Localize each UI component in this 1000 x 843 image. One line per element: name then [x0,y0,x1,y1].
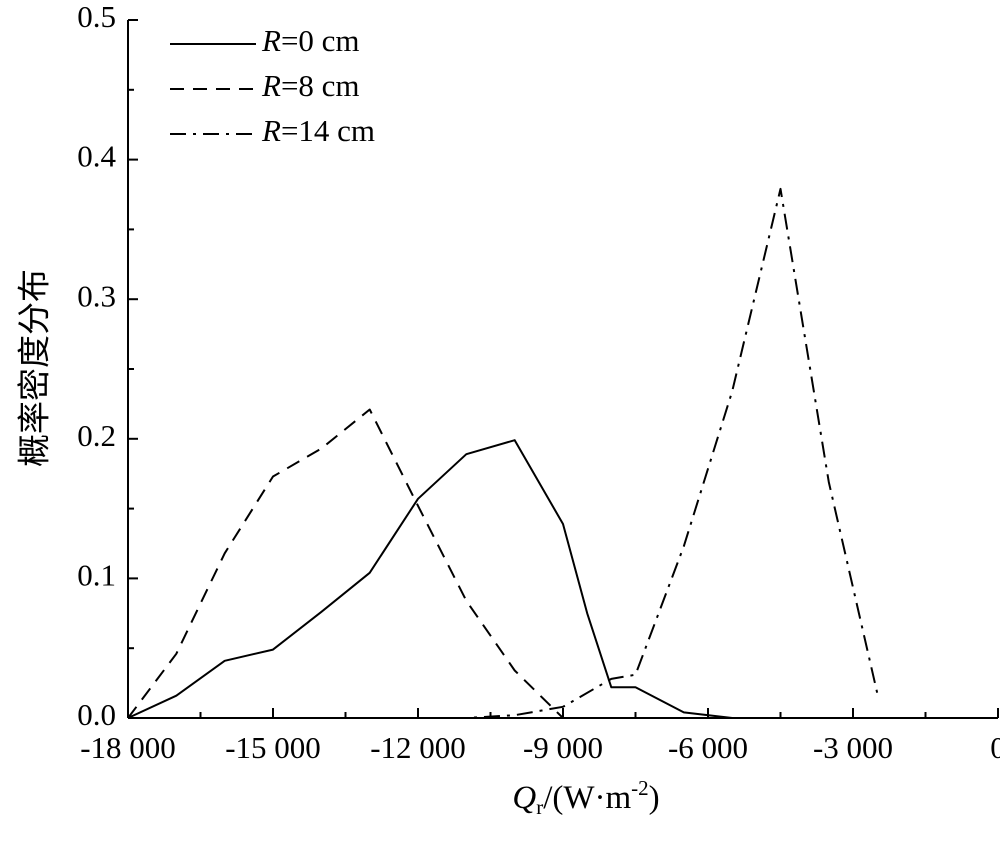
series-layer [127,187,879,719]
y-tick-label: 0.4 [77,139,116,174]
x-axis-label: Qr/(W·m-2) [512,776,659,819]
legend-value: =8 cm [281,68,360,103]
legend-value: =0 cm [281,23,360,58]
y-axis-label: 概率密度分布 [17,269,54,467]
x-tick-label: -3 000 [813,730,893,765]
y-tick-label: 0.1 [77,558,116,593]
x-tick-label: -12 000 [370,730,466,765]
y-tick-label: 0.2 [77,418,116,453]
legend: R=0 cmR=8 cmR=14 cm [170,23,375,148]
y-tick-label: 0.3 [77,278,116,313]
x-tick-label: -18 000 [80,730,176,765]
legend-variable: R [261,23,281,58]
axes: 0.0 0.1 0.2 0.3 0.4 0.5 -18 000 -15 000 -12 000 -… [77,0,1000,765]
legend-label: R=0 cm [261,23,360,58]
series-line-solid [127,439,733,719]
y-tick-label: 0.5 [77,0,116,34]
x-tick-label: 0 [990,730,1000,765]
x-tick-label: -9 000 [523,730,603,765]
legend-value: =14 cm [281,113,375,148]
x-tick-label: -15 000 [225,730,321,765]
legend-variable: R [261,113,281,148]
legend-variable: R [261,68,281,103]
series-line-dashed [127,408,588,719]
x-axis-unit-suffix: ) [649,780,660,816]
x-axis-unit-exponent: -2 [631,776,649,800]
series-line-dashdot [418,187,879,719]
legend-label: R=8 cm [261,68,360,103]
y-tick-label: 0.0 [77,697,116,732]
x-tick-label: -6 000 [668,730,748,765]
x-axis-unit-prefix: /(W·m [543,780,631,816]
x-axis-symbol: Q [512,780,536,816]
x-axis-subscript: r [536,795,543,819]
legend-label: R=14 cm [261,113,375,148]
